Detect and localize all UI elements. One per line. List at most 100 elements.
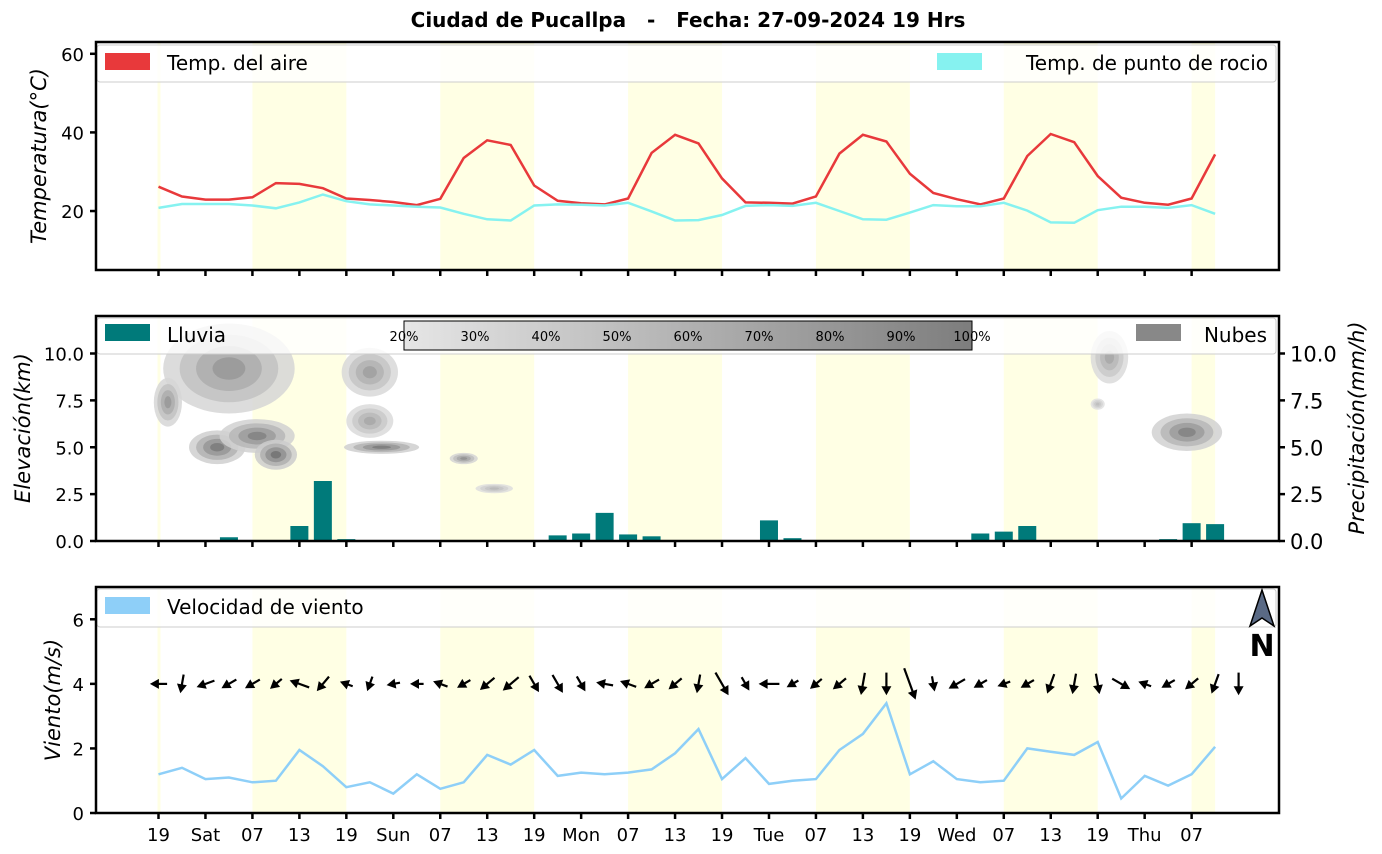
- wind-arrow-icon: [693, 674, 704, 694]
- wind-speed-line: [158, 700, 1217, 801]
- temperature-ylabel: Temperatura(°C): [27, 68, 51, 244]
- x-tick-label: 07: [992, 825, 1015, 846]
- wind-arrow-icon: [1020, 678, 1035, 688]
- legend-label-air-temp: Temp. del aire: [166, 51, 308, 75]
- x-tick-label: 13: [1039, 825, 1062, 846]
- wind-arrow-icon: [339, 679, 354, 690]
- y-tick-label-right: 0.0: [1290, 530, 1323, 554]
- wind-axes-frame: [94, 585, 1281, 815]
- rain-bar: [971, 533, 990, 541]
- wind-arrow-icon: [714, 672, 729, 696]
- x-tick-label: 19: [523, 825, 546, 846]
- wind-arrow-head: [832, 679, 843, 690]
- wind-ylabel: Viento(m/s): [41, 639, 65, 761]
- wind-arrow-head: [1093, 684, 1103, 695]
- air-temp-line: [158, 132, 1217, 207]
- wind-arrow-head: [386, 678, 397, 689]
- rain-bar: [1206, 524, 1225, 541]
- wind-arrow-head: [719, 684, 729, 696]
- y-tick-label: 6: [73, 610, 84, 631]
- x-tick-label: 19: [898, 825, 921, 846]
- wind-arrow-head: [410, 678, 419, 689]
- colorbar-label: 20%: [390, 330, 419, 345]
- x-tick-label: 13: [664, 825, 687, 846]
- wind-arrow-head: [1209, 683, 1220, 694]
- wind-arrow-icon: [502, 676, 520, 691]
- wind-arrow-head: [554, 682, 563, 693]
- y-tick-label: 0.0: [55, 532, 84, 553]
- cloud-contour: [460, 457, 468, 460]
- rain-bar: [642, 536, 661, 541]
- x-tick-label: 07: [429, 825, 452, 846]
- wind-panel: 19 Sat 07 13 19 Sun 07 13 19 Mon 07 13 19 Tue 07 13 19 We…: [41, 585, 1281, 846]
- colorbar-label: 70%: [745, 330, 774, 345]
- wind-arrow-head: [857, 685, 868, 696]
- wind-arrow-icon: [149, 678, 168, 689]
- legend-label-clouds: Nubes: [1204, 323, 1267, 347]
- temperature-axes: 20 40 60: [61, 45, 1193, 276]
- x-tick-label: Tue: [753, 825, 785, 846]
- rain-bar: [572, 533, 591, 541]
- y-tick-label-right: 7.5: [1290, 389, 1323, 413]
- wind-arrow-head: [596, 679, 606, 689]
- wind-arrow-head: [289, 678, 300, 689]
- north-label: N: [1249, 629, 1274, 664]
- y-tick-label-right: 10.0: [1290, 343, 1337, 367]
- wind-arrow-icon: [196, 679, 215, 689]
- wind-arrow-icon: [1185, 677, 1199, 690]
- wind-arrow-head: [740, 680, 750, 691]
- x-tick-label: Sun: [376, 825, 410, 846]
- rain-bar: [759, 520, 778, 541]
- cloud-contour: [212, 357, 246, 380]
- wind-arrow-icon: [596, 679, 614, 689]
- wind-arrow-icon: [1161, 678, 1176, 688]
- wind-arrow-icon: [832, 677, 847, 690]
- legend-label-rain: Lluvia: [167, 323, 226, 347]
- wind-direction-arrows: [149, 667, 1244, 700]
- wind-arrow-icon: [1045, 673, 1056, 694]
- wind-arrow-icon: [433, 679, 448, 690]
- wind-arrow-icon: [997, 678, 1011, 688]
- wind-arrow-icon: [1233, 672, 1244, 696]
- wind-arrow-icon: [1069, 673, 1079, 695]
- rain-bar: [219, 537, 238, 541]
- legend-swatch-clouds: [1136, 324, 1181, 341]
- y-tick-label: 10.0: [44, 345, 84, 366]
- legend-label-wind: Velocidad de viento: [167, 595, 364, 619]
- y-tick-label: 7.5: [55, 391, 84, 412]
- wind-arrow-head: [668, 679, 679, 690]
- wind-arrow-head: [149, 678, 159, 689]
- wind-arrow-head: [973, 678, 984, 688]
- elevation-ylabel: Elevación(km): [11, 353, 35, 503]
- rain-bar: [595, 512, 614, 541]
- wind-arrow-icon: [270, 678, 283, 689]
- wind-arrow-icon: [316, 675, 330, 692]
- y-tick-label: 60: [61, 45, 84, 66]
- rain-bar: [548, 535, 567, 541]
- wind-arrow-head: [881, 686, 892, 696]
- colorbar-label: 100%: [953, 330, 990, 345]
- x-tick-label: 07: [1180, 825, 1203, 846]
- cloud-contour: [363, 416, 376, 426]
- wind-arrow-head: [457, 678, 468, 688]
- daytime-band: [157, 587, 161, 813]
- y-tick-label: 20: [61, 202, 84, 223]
- wind-arrow-icon: [365, 676, 375, 692]
- x-tick-label: 19: [147, 825, 170, 846]
- legend-swatch-dew-point: [937, 53, 982, 70]
- colorbar-label: 30%: [461, 330, 490, 345]
- y-tick-label: 4: [73, 675, 84, 696]
- wind-arrow-shaft: [714, 672, 727, 691]
- x-tick-label: 19: [335, 825, 358, 846]
- wind-arrow-icon: [528, 675, 539, 693]
- temperature-series: [158, 132, 1217, 225]
- wind-arrow-head: [221, 679, 232, 689]
- wind-arrow-head: [196, 679, 207, 689]
- north-arrow-icon: N: [1248, 587, 1276, 664]
- y-tick-label: 2: [73, 739, 84, 760]
- rain-bar: [1018, 526, 1037, 541]
- daytime-band: [157, 316, 161, 541]
- wind-arrow-icon: [1111, 677, 1131, 690]
- legend-swatch-air-temp: [105, 53, 150, 70]
